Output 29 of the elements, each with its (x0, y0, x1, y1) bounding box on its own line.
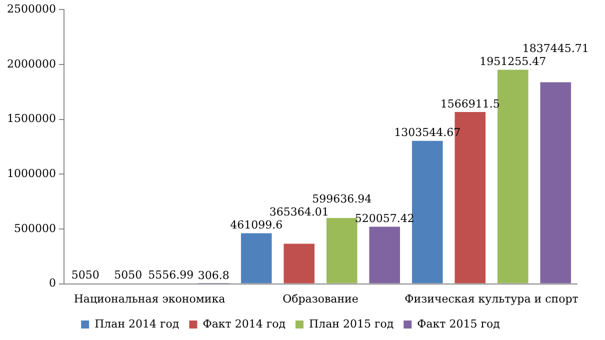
y-tick-label: 500000 (14, 222, 56, 235)
y-tick-label: 2000000 (6, 57, 56, 70)
bar (369, 226, 400, 284)
y-tick-label: 0 (48, 276, 56, 290)
y-tick-label: 2500000 (6, 2, 56, 16)
data-label: 461099.6 (230, 218, 283, 232)
data-label: 5050 (71, 268, 100, 282)
bar (326, 218, 358, 284)
x-tick-label: Национальная экономика (74, 292, 226, 306)
data-label: 306.8 (198, 269, 230, 282)
data-label: 365364.01 (269, 206, 329, 219)
x-tick-label: Образование (282, 292, 358, 306)
bar (412, 140, 443, 284)
data-label: 5050 (114, 268, 142, 282)
data-label: 599636.94 (312, 192, 372, 206)
bar (540, 82, 572, 284)
x-tick-label: Физическая культура и спорт (404, 292, 578, 306)
y-tick-label: 1000000 (6, 166, 56, 180)
legend-label: План 2014 год (94, 317, 180, 330)
legend-label: План 2015 год (309, 317, 394, 330)
bar (240, 233, 272, 284)
bar (497, 70, 528, 284)
legend-label: Факт 2014 год (202, 317, 286, 330)
data-label: 1837445.71 (522, 42, 589, 56)
y-tick-label: 1500000 (6, 112, 56, 126)
data-label: 1951255.47 (480, 55, 546, 68)
data-label: 5556.99 (148, 268, 194, 282)
legend-label: Факт 2015 год (417, 317, 500, 330)
bar (284, 244, 315, 284)
